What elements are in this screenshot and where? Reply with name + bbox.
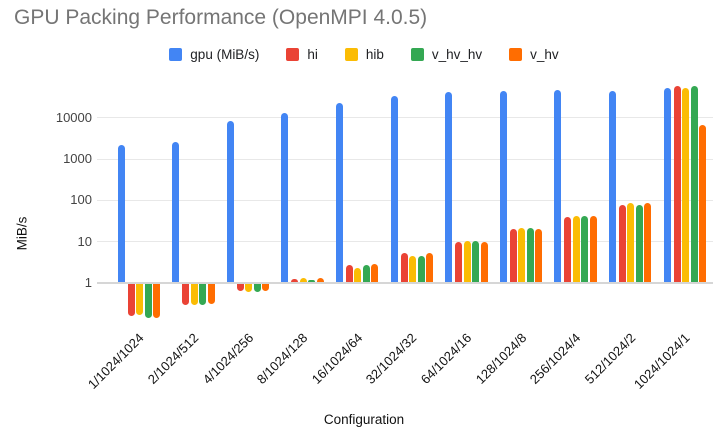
bar-v-hv-1024-1024-1[interactable] [699, 125, 706, 283]
gridline-1000 [97, 158, 713, 160]
bar-hib-128-1024-8[interactable] [518, 227, 526, 283]
bar-hi-32-1024-32[interactable] [400, 253, 408, 283]
bar-hi-1-1024-1024[interactable] [127, 283, 135, 317]
bar-hib-16-1024-64[interactable] [354, 268, 362, 283]
legend-swatch-icon [286, 47, 300, 61]
bar-v-hv-hv-512-1024-2[interactable] [635, 205, 643, 283]
legend-item-hib: hib [344, 46, 384, 62]
bar-gpu-mib-s--2-1024-512[interactable] [172, 142, 180, 283]
bar-v-hv-hv-1-1024-1024[interactable] [144, 283, 152, 318]
bar-v-hv-128-1024-8[interactable] [535, 228, 543, 283]
x-tick-label: 16/1024/64 [308, 330, 366, 387]
x-axis-title: Configuration [323, 412, 405, 427]
y-axis-title: MiB/s [14, 216, 30, 251]
gridline-10 [97, 241, 713, 243]
legend-label: hi [307, 46, 318, 62]
bar-hib-512-1024-2[interactable] [627, 203, 635, 283]
bar-v-hv-hv-4-1024-256[interactable] [253, 283, 261, 293]
bar-v-hv-16-1024-64[interactable] [371, 264, 379, 283]
legend-swatch-icon [344, 47, 358, 61]
bar-v-hv-hv-128-1024-8[interactable] [526, 227, 534, 283]
bar-gpu-mib-s--512-1024-2[interactable] [608, 90, 616, 283]
gridline-1 [97, 281, 713, 284]
legend-label: v_hv [530, 46, 559, 62]
bar-v-hv-hv-64-1024-16[interactable] [472, 241, 480, 283]
bar-v-hv-hv-256-1024-4[interactable] [581, 215, 589, 283]
x-tick-label: 64/1024/16 [417, 330, 475, 387]
legend-item-v-hv-hv: v_hv_hv [410, 46, 483, 62]
bar-v-hv-hv-1024-1024-1[interactable] [690, 86, 698, 283]
bar-gpu-mib-s--32-1024-32[interactable] [390, 96, 398, 283]
y-tick-label: 10 [77, 233, 92, 249]
y-tick-label: 10000 [55, 109, 92, 125]
bar-v-hv-2-1024-512[interactable] [207, 283, 215, 304]
bar-hi-256-1024-4[interactable] [564, 217, 572, 283]
bar-v-hv-hv-8-1024-128[interactable] [308, 279, 316, 283]
x-tick-label: 1/1024/1024 [85, 330, 147, 392]
bar-hi-1024-1024-1[interactable] [673, 86, 681, 283]
legend: gpu (MiB/s) hi hib v_hv_hv v_hv [0, 45, 728, 63]
legend-swatch-icon [509, 47, 523, 61]
bar-gpu-mib-s--256-1024-4[interactable] [554, 89, 562, 283]
bar-hib-2-1024-512[interactable] [190, 283, 198, 305]
bar-hib-1024-1024-1[interactable] [682, 87, 689, 283]
bar-gpu-mib-s--16-1024-64[interactable] [335, 102, 343, 283]
bar-hi-512-1024-2[interactable] [618, 204, 626, 283]
bar-v-hv-hv-2-1024-512[interactable] [199, 283, 207, 306]
bar-hib-64-1024-16[interactable] [463, 241, 471, 283]
bar-gpu-mib-s--8-1024-128[interactable] [281, 113, 289, 283]
x-tick-label: 8/1024/128 [253, 330, 311, 387]
x-tick-label: 512/1024/2 [581, 330, 639, 387]
bar-hi-4-1024-256[interactable] [236, 283, 244, 292]
bar-hi-16-1024-64[interactable] [345, 265, 353, 283]
legend-swatch-icon [410, 47, 424, 61]
bar-gpu-mib-s--1-1024-1024[interactable] [117, 145, 125, 283]
x-tick-label: 256/1024/4 [526, 330, 584, 387]
bar-gpu-mib-s--4-1024-256[interactable] [226, 121, 234, 283]
x-tick-label: 4/1024/256 [199, 330, 257, 387]
bar-v-hv-512-1024-2[interactable] [644, 203, 652, 283]
x-tick-label: 128/1024/8 [472, 330, 530, 387]
bar-v-hv-hv-32-1024-32[interactable] [417, 255, 425, 283]
bar-v-hv-256-1024-4[interactable] [589, 216, 597, 283]
legend-label: hib [365, 46, 384, 62]
bar-v-hv-32-1024-32[interactable] [426, 252, 433, 283]
x-tick-label: 32/1024/32 [363, 330, 420, 387]
bar-hib-1-1024-1024[interactable] [136, 283, 143, 316]
bar-hib-4-1024-256[interactable] [245, 283, 253, 293]
x-tick-label: 1024/1024/1 [631, 330, 693, 392]
legend-label: gpu (MiB/s) [190, 46, 260, 62]
bar-gpu-mib-s--128-1024-8[interactable] [499, 91, 507, 283]
bar-v-hv-64-1024-16[interactable] [480, 241, 488, 283]
bar-hi-128-1024-8[interactable] [509, 228, 517, 283]
bar-hib-8-1024-128[interactable] [299, 277, 307, 283]
legend-swatch-icon [169, 47, 183, 61]
gridline-10000 [97, 117, 713, 119]
bar-hi-2-1024-512[interactable] [182, 283, 190, 306]
bar-hi-64-1024-16[interactable] [455, 242, 463, 283]
legend-label: v_hv_hv [431, 46, 483, 62]
bar-hib-32-1024-32[interactable] [409, 255, 416, 283]
bar-v-hv-1-1024-1024[interactable] [153, 283, 160, 318]
bar-hi-8-1024-128[interactable] [291, 279, 299, 283]
y-tick-label: 100 [70, 192, 92, 208]
y-tick-label: 1000 [63, 151, 92, 167]
legend-item-v-hv: v_hv [509, 47, 559, 62]
chart-title: GPU Packing Performance (OpenMPI 4.0.5) [14, 6, 428, 29]
bar-v-hv-hv-16-1024-64[interactable] [362, 265, 370, 283]
bar-gpu-mib-s--64-1024-16[interactable] [445, 92, 453, 283]
bar-v-hv-4-1024-256[interactable] [262, 283, 270, 292]
legend-item-hi: hi [286, 47, 318, 62]
legend-item-gpu-mib-s-: gpu (MiB/s) [169, 47, 259, 62]
bar-v-hv-8-1024-128[interactable] [316, 278, 324, 283]
gridline-100 [97, 199, 713, 201]
y-tick-label: 1 [84, 275, 92, 290]
bar-hib-256-1024-4[interactable] [572, 215, 580, 283]
x-tick-label: 2/1024/512 [144, 330, 202, 387]
bar-gpu-mib-s--1024-1024-1[interactable] [663, 87, 671, 283]
